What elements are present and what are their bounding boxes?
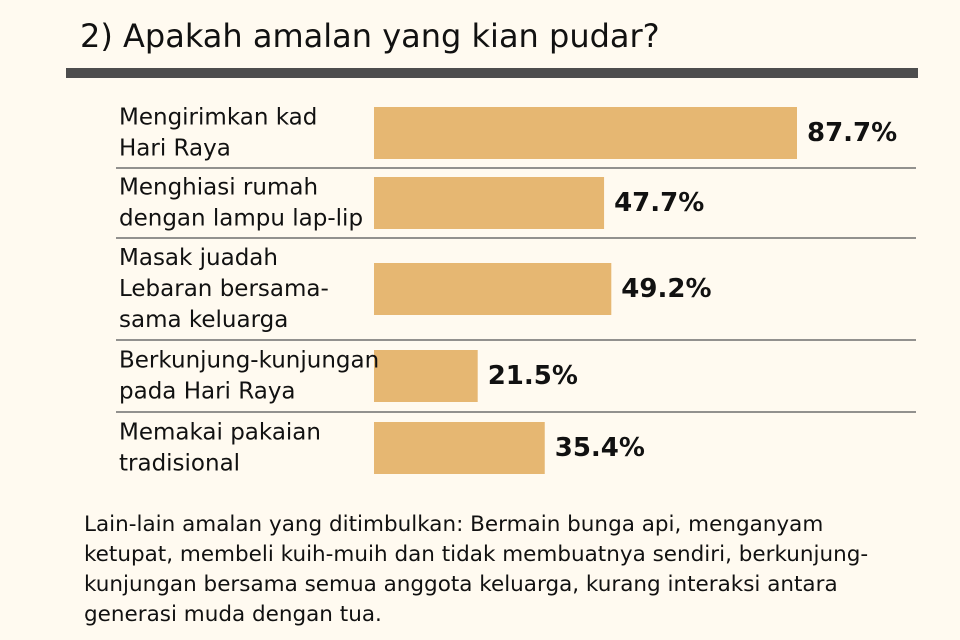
value-label-1: 47.7% xyxy=(614,188,704,218)
value-label-4: 35.4% xyxy=(555,433,645,463)
category-label-2: Masak juadah Lebaran bersama-sama keluarg… xyxy=(119,245,329,333)
bar-4 xyxy=(374,422,545,474)
category-label-line: dengan lampu lap-lip xyxy=(119,206,363,232)
chart-title: 2) Apakah amalan yang kian pudar? xyxy=(80,17,660,55)
category-label-4: Memakai pakaian tradisional xyxy=(119,420,321,477)
value-label-0: 87.7% xyxy=(807,118,897,148)
bar-2 xyxy=(374,263,612,315)
category-label-line: Masak juadah xyxy=(119,245,278,271)
footnote: Lain-lain amalan yang ditimbulkan: Berma… xyxy=(84,512,869,627)
title-divider xyxy=(66,68,918,78)
bar-1 xyxy=(374,177,605,229)
category-label-line: Berkunjung-kunjungan xyxy=(119,348,379,374)
category-label-line: sama keluarga xyxy=(119,307,288,333)
category-label-line: Mengirimkan kad xyxy=(119,105,317,131)
category-label-3: Berkunjung-kunjungan pada Hari Raya xyxy=(119,348,379,405)
category-label-1: Menghiasi rumah dengan lampu lap-lip xyxy=(119,175,363,232)
category-label-line: Memakai pakaian xyxy=(119,420,321,446)
category-label-line: pada Hari Raya xyxy=(119,379,296,405)
value-label-3: 21.5% xyxy=(488,361,578,391)
bar-chart: 87.7% Mengirimkan kad Hari Raya 47.7% Menghi… xyxy=(116,105,916,477)
category-label-line: Menghiasi rumah xyxy=(119,175,318,201)
bar-0 xyxy=(374,107,797,159)
category-label-line: tradisional xyxy=(119,451,240,477)
category-label-line: Lebaran bersama- xyxy=(119,276,329,302)
category-label-0: Mengirimkan kad Hari Raya xyxy=(119,105,317,162)
bar-3 xyxy=(374,350,478,402)
category-label-line: Hari Raya xyxy=(119,136,231,162)
value-label-2: 49.2% xyxy=(621,274,711,304)
